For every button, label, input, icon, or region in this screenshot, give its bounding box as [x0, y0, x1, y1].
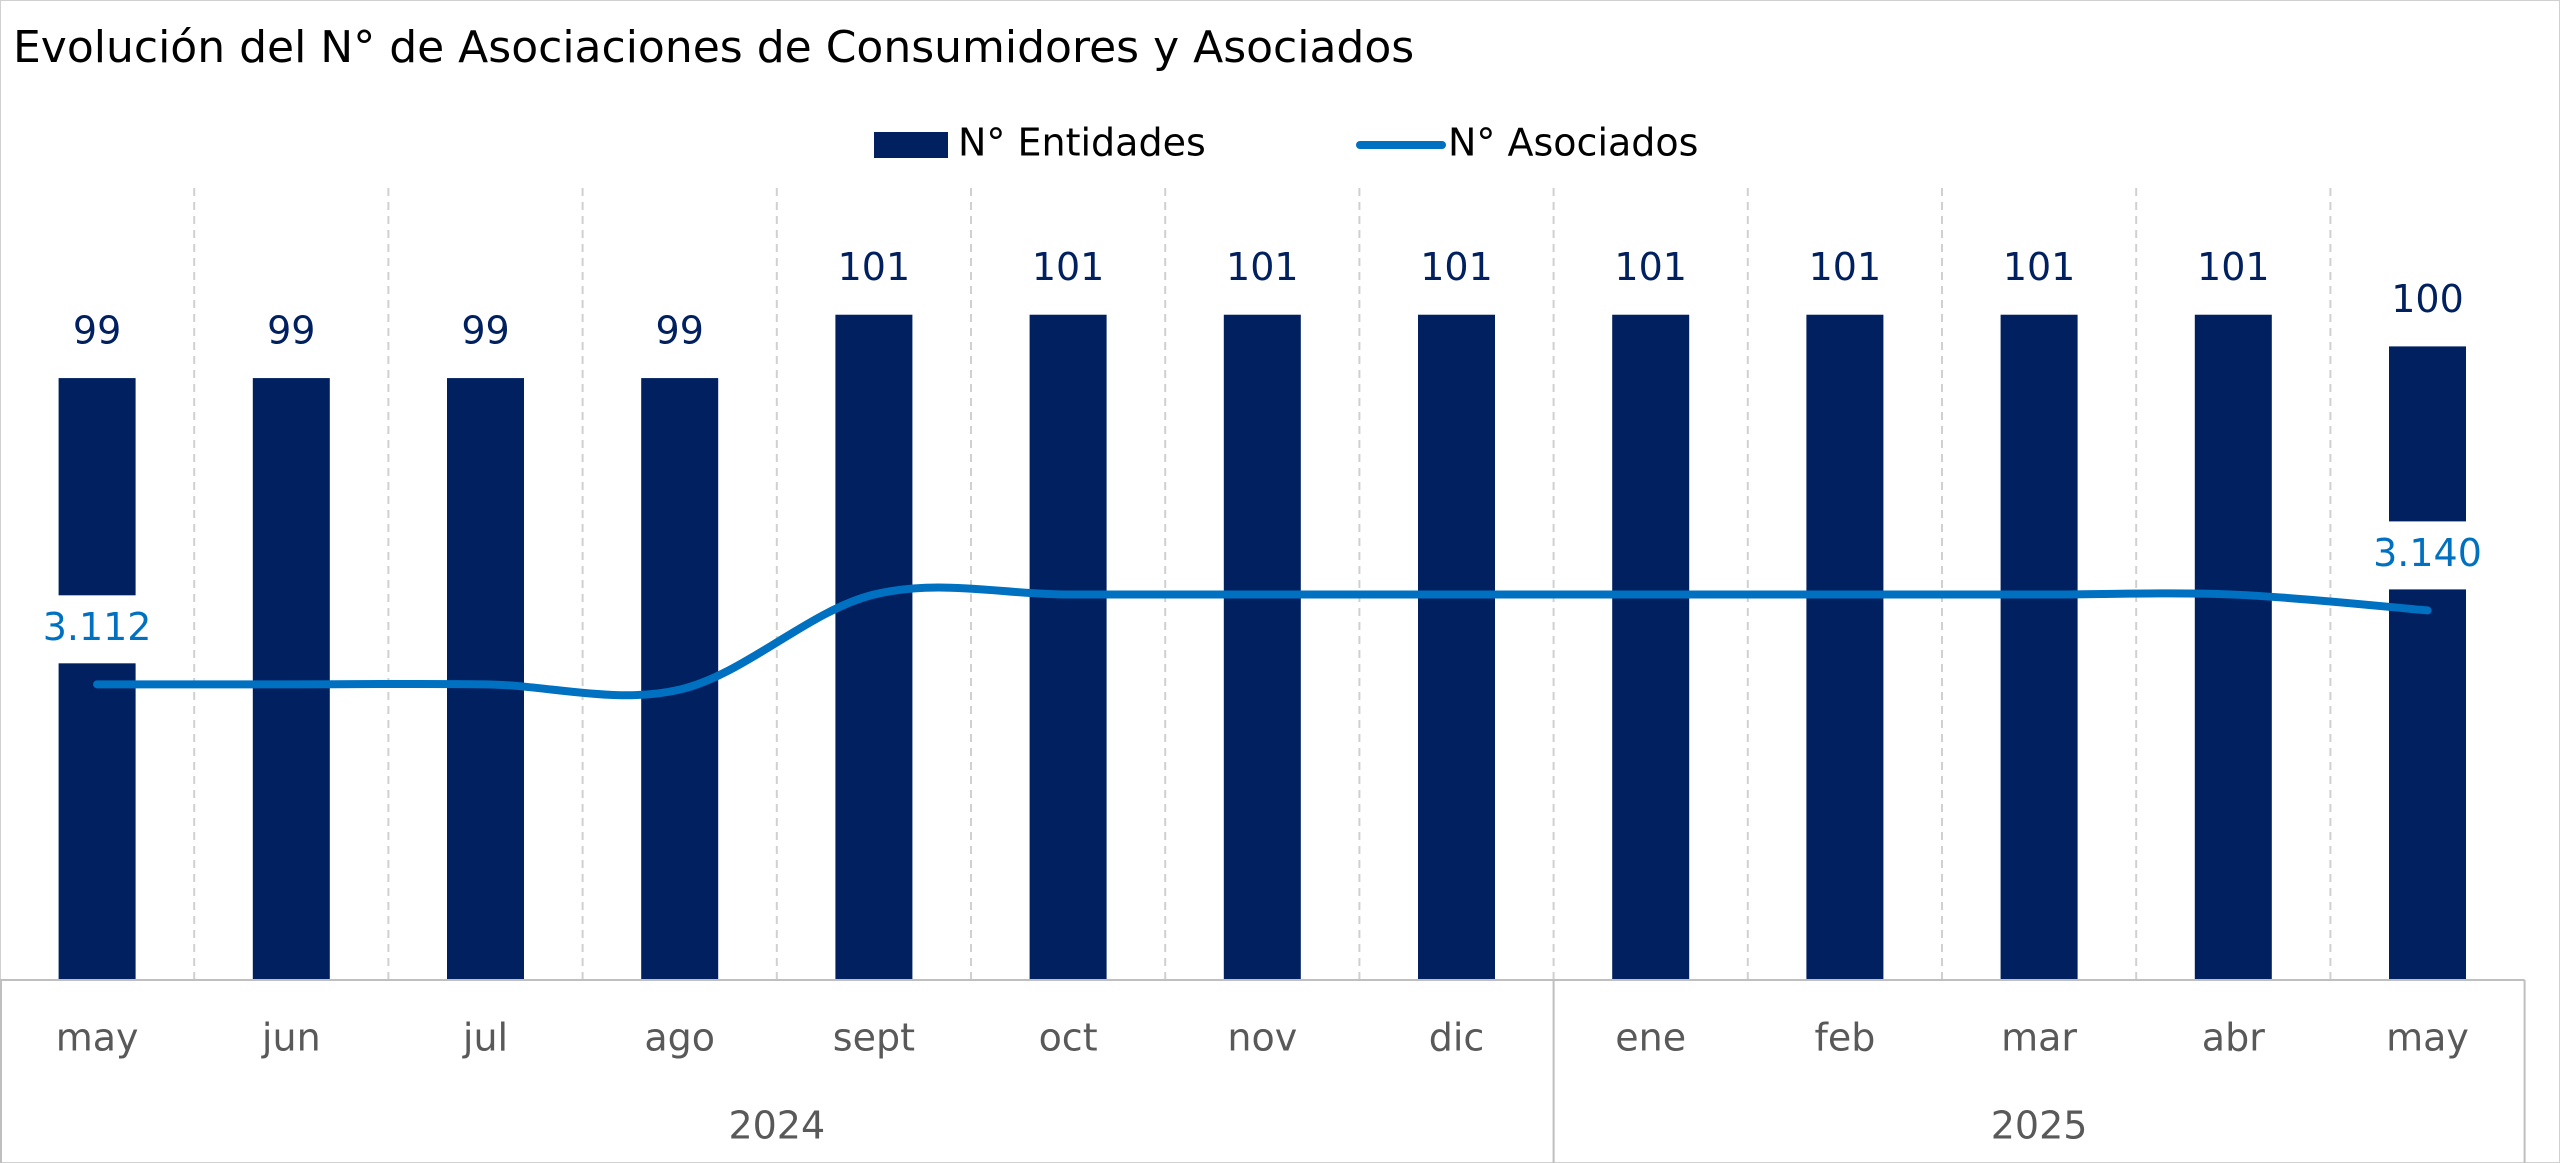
bar-value-label: 101 — [2197, 245, 2270, 289]
legend-swatch — [874, 132, 948, 158]
x-tick-label: may — [56, 1016, 139, 1060]
bar — [58, 378, 136, 981]
x-tick-label: abr — [2202, 1016, 2265, 1060]
x-tick-label: nov — [1227, 1016, 1297, 1060]
x-tick-label: may — [2386, 1016, 2469, 1060]
bar-value-label: 101 — [1032, 245, 1105, 289]
group-label: 2024 — [728, 1104, 825, 1148]
bar — [447, 378, 524, 981]
x-tick-label: oct — [1039, 1016, 1098, 1060]
x-tick-label: feb — [1814, 1016, 1875, 1060]
line-value-label: 3.112 — [43, 605, 152, 649]
group-label: 2025 — [1991, 1104, 2088, 1148]
label-background — [2357, 521, 2498, 590]
chart-title: Evolución del N° de Asociaciones de Cons… — [13, 22, 1414, 73]
bar — [1612, 314, 1690, 981]
line — [93, 583, 2432, 700]
bar-value-label: 101 — [1226, 245, 1299, 289]
x-tick-label: ago — [644, 1016, 715, 1060]
x-tick-label: ene — [1615, 1016, 1686, 1060]
bar-value-label: 99 — [656, 309, 704, 353]
bar-value-label: 99 — [267, 309, 315, 353]
bar-value-label: 99 — [461, 309, 509, 353]
bar-value-label: 100 — [2391, 277, 2464, 321]
x-tick-label: mar — [2001, 1016, 2077, 1060]
bar-value-label: 101 — [1420, 245, 1493, 289]
bar — [1223, 314, 1301, 981]
label-background — [27, 595, 168, 664]
bar — [2389, 346, 2466, 980]
x-tick-label: jun — [261, 1016, 321, 1060]
bar — [835, 314, 913, 981]
x-tick-label: dic — [1429, 1016, 1485, 1060]
bar — [1806, 314, 1884, 981]
line-value-label: 3.140 — [2373, 531, 2482, 575]
bar-value-label: 101 — [1809, 245, 1882, 289]
bar — [252, 378, 330, 981]
bar — [1418, 314, 1495, 981]
bar-value-label: 101 — [1614, 245, 1687, 289]
bar-value-label: 99 — [73, 309, 121, 353]
bar — [2000, 314, 2078, 981]
x-tick-label: jul — [462, 1016, 508, 1060]
legend-label: N° Asociados — [1448, 121, 1698, 165]
bar — [2194, 314, 2272, 981]
legend-label: N° Entidades — [958, 121, 1206, 165]
x-tick-label: sept — [833, 1016, 915, 1060]
bar-value-label: 101 — [2003, 245, 2076, 289]
bar — [1029, 314, 1107, 981]
bar-value-label: 101 — [838, 245, 911, 289]
